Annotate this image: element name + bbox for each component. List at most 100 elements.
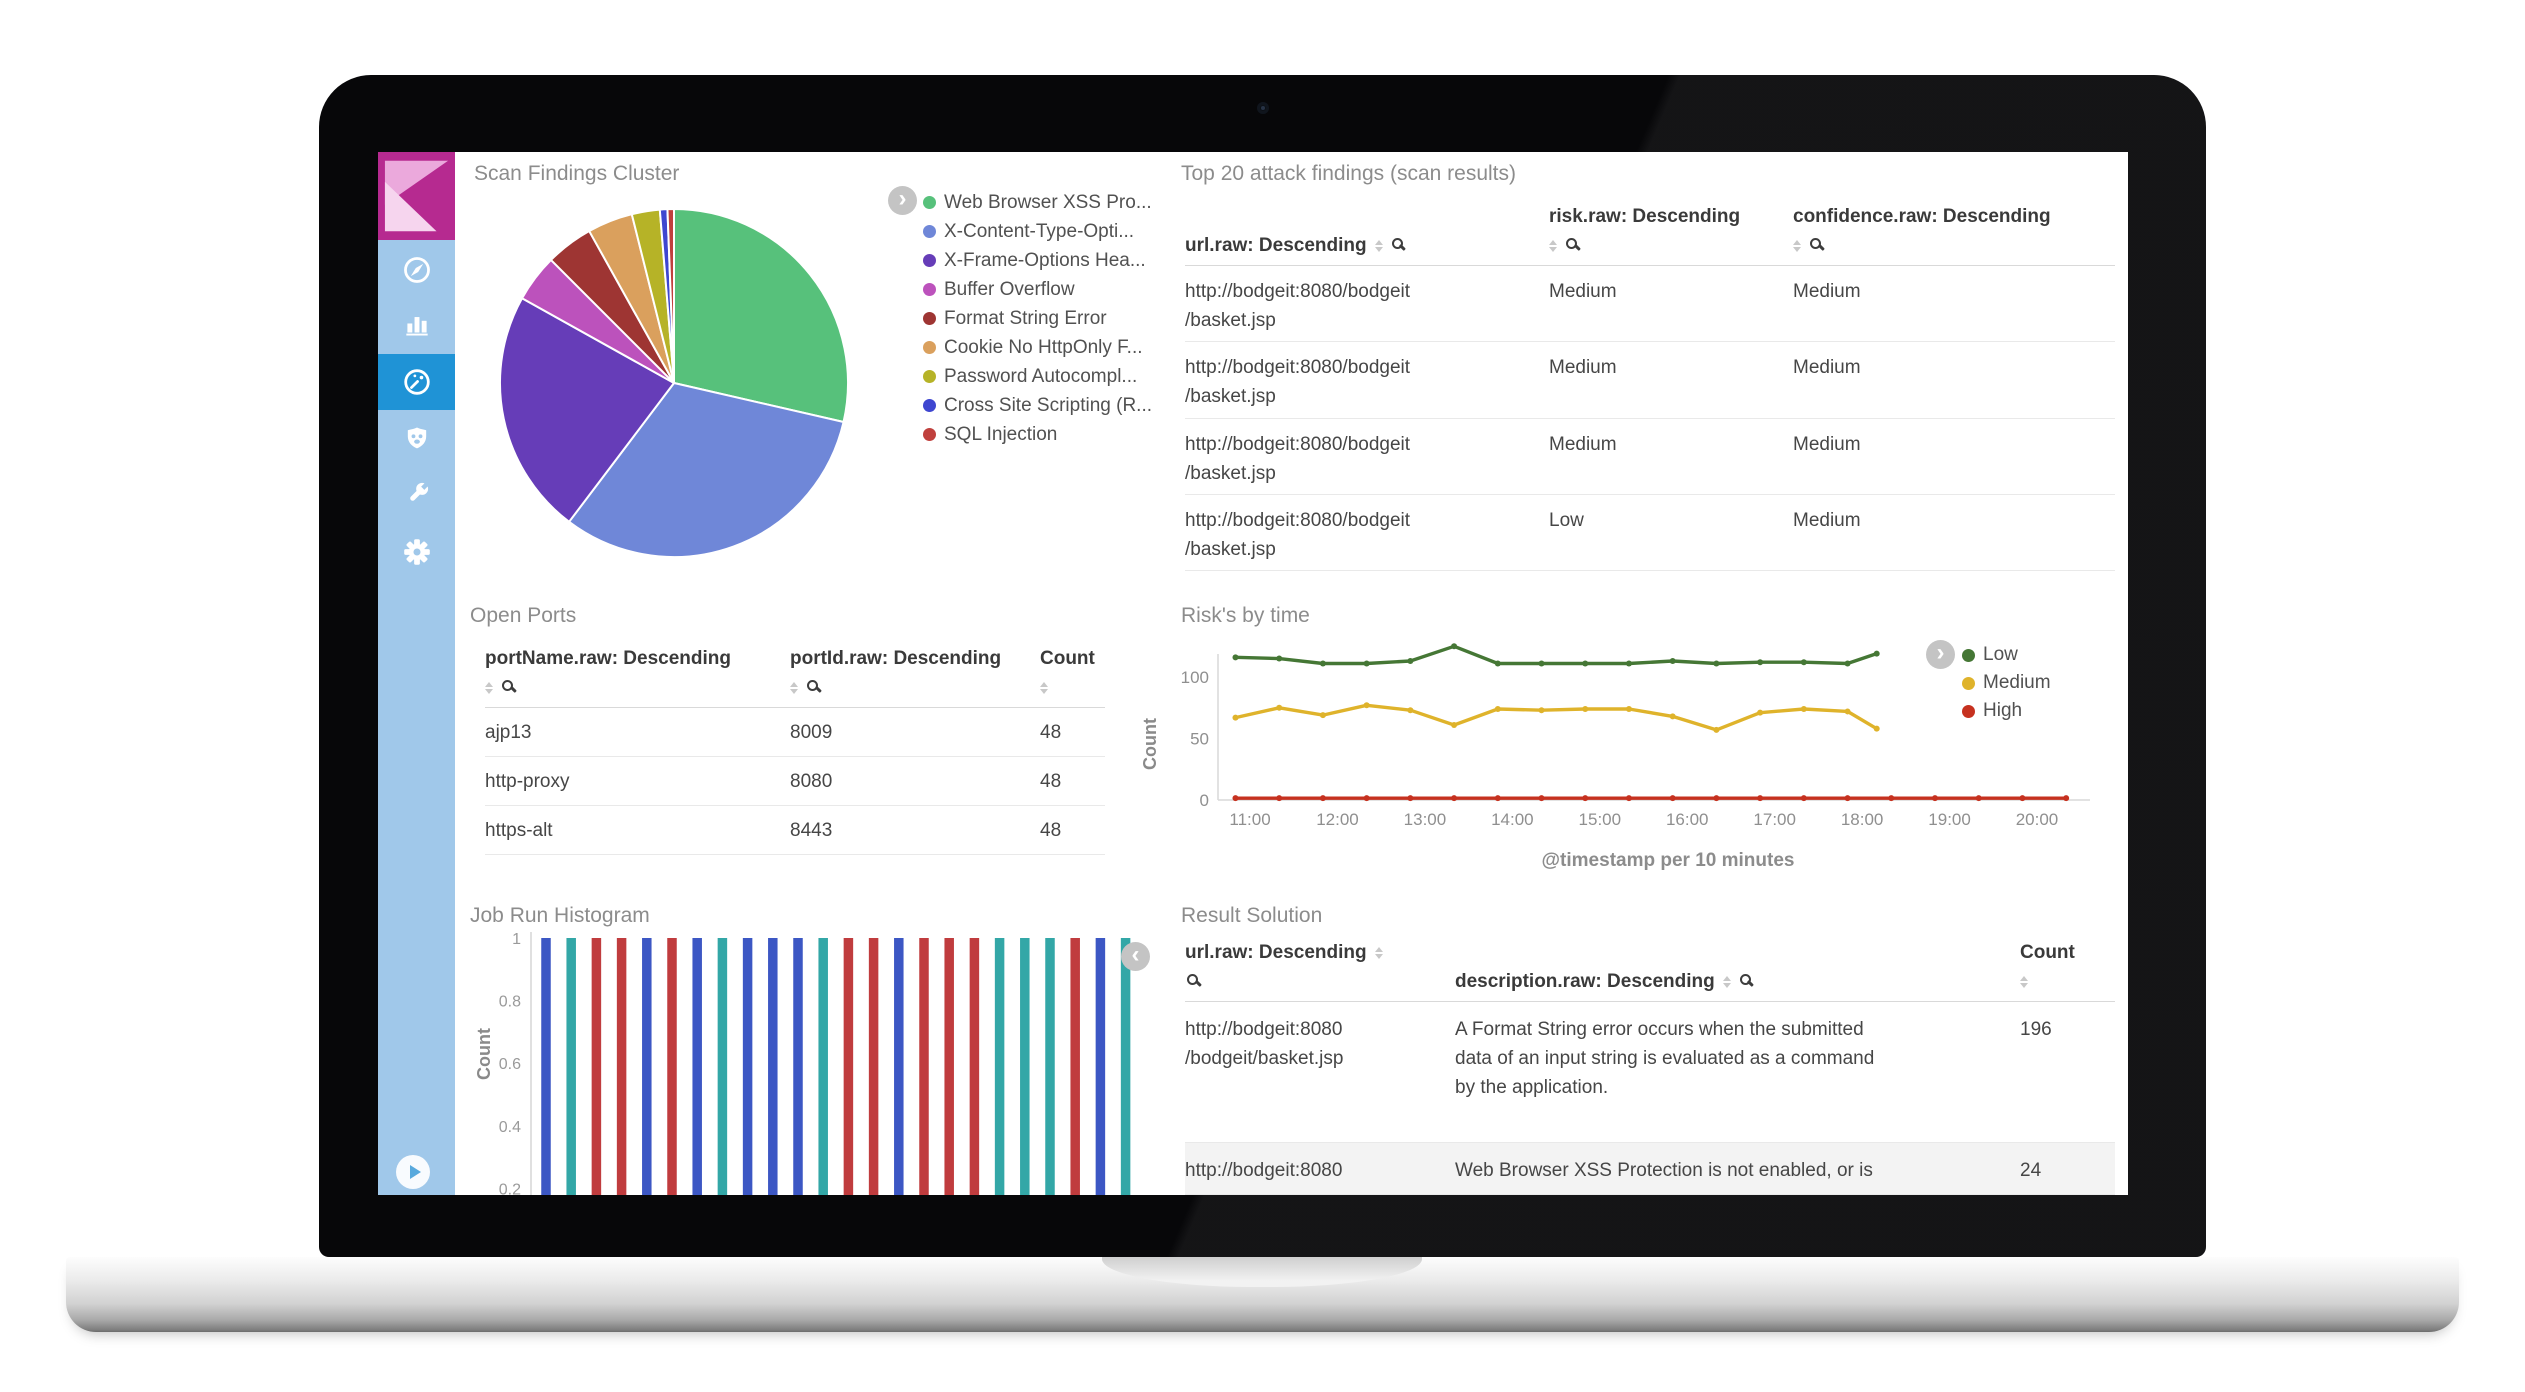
- legend-item[interactable]: Buffer Overflow: [923, 275, 1152, 304]
- legend-item[interactable]: Password Autocompl...: [923, 362, 1152, 391]
- risk-y-axis-label: Count: [1140, 718, 1160, 770]
- sidebar-collapse-button[interactable]: [396, 1155, 430, 1189]
- column-header-description[interactable]: description.raw: Descending: [1455, 969, 2020, 1002]
- job-run-histogram-chart[interactable]: 1 0.8 0.6 0.4 0.2: [473, 928, 1153, 1195]
- laptop-lid-notch: [1102, 1257, 1422, 1287]
- panel-title-result-solution: Result Solution: [1181, 904, 1323, 927]
- scan-findings-pie-chart[interactable]: [496, 205, 852, 561]
- risk-legend: Low Medium High: [1962, 641, 2051, 725]
- legend-dot: [923, 312, 936, 325]
- column-header-confidence[interactable]: confidence.raw: Descending: [1793, 204, 2115, 265]
- gear-icon: [401, 536, 433, 568]
- table-row: http://bodgeit:8080/bodgeit /basket.jsp …: [1185, 342, 2115, 419]
- search-icon[interactable]: [1810, 238, 1821, 250]
- kibana-logo[interactable]: [378, 152, 455, 240]
- sidebar-item-tools[interactable]: [378, 466, 455, 522]
- svg-text:19:00: 19:00: [1928, 810, 1971, 829]
- legend-item[interactable]: Cross Site Scripting (R...: [923, 391, 1152, 420]
- svg-text:17:00: 17:00: [1753, 810, 1796, 829]
- laptop-screen-bezel: Scan Findings Cluster Web Browser XSS Pr…: [319, 75, 2206, 1257]
- svg-text:0.4: 0.4: [499, 1119, 521, 1136]
- legend-dot: [1962, 648, 1975, 662]
- svg-text:15:00: 15:00: [1579, 810, 1622, 829]
- table-row: http://bodgeit:8080/bodgeit /basket.jsp …: [1185, 266, 2115, 343]
- search-icon[interactable]: [1566, 238, 1577, 250]
- play-circle-icon: [409, 1165, 421, 1179]
- column-header-count[interactable]: Count: [2020, 940, 2115, 1001]
- search-icon[interactable]: [1391, 238, 1403, 250]
- svg-text:14:00: 14:00: [1491, 810, 1534, 829]
- legend-collapse-chevron-icon[interactable]: [888, 186, 917, 215]
- sort-icon[interactable]: [790, 681, 798, 694]
- sidebar-item-settings[interactable]: [378, 524, 455, 580]
- column-header-portid[interactable]: portId.raw: Descending: [790, 646, 1040, 707]
- table-row: http://bodgeit:8080 Web Browser XSS Prot…: [1185, 1143, 2115, 1195]
- sort-icon[interactable]: [1040, 681, 1048, 694]
- kibana-dashboard: Scan Findings Cluster Web Browser XSS Pr…: [378, 152, 2128, 1195]
- wrench-icon: [401, 478, 433, 510]
- sort-icon[interactable]: [1374, 239, 1383, 252]
- legend-dot: [1962, 704, 1975, 718]
- top20-table: url.raw: Descending risk.raw: Descending…: [1185, 196, 2115, 571]
- pie-legend: Web Browser XSS Pro... X-Content-Type-Op…: [923, 188, 1152, 449]
- table-row: http-proxy 8080 48: [485, 757, 1105, 807]
- legend-item[interactable]: Medium: [1962, 669, 2051, 697]
- panel-collapse-chevron-icon[interactable]: [1121, 942, 1150, 971]
- legend-dot: [923, 196, 936, 209]
- svg-text:50: 50: [1190, 730, 1209, 749]
- legend-item[interactable]: X-Content-Type-Opti...: [923, 217, 1152, 246]
- sort-icon[interactable]: [485, 681, 493, 694]
- legend-item[interactable]: Format String Error: [923, 304, 1152, 333]
- search-icon[interactable]: [807, 680, 818, 692]
- dashboard-icon: [401, 366, 433, 398]
- sidebar-item-discover[interactable]: [378, 242, 455, 298]
- column-header-url[interactable]: url.raw: Descending: [1185, 940, 1455, 1001]
- svg-text:100: 100: [1181, 668, 1209, 687]
- sort-icon[interactable]: [1793, 239, 1801, 252]
- legend-item[interactable]: Web Browser XSS Pro...: [923, 188, 1152, 217]
- svg-text:18:00: 18:00: [1841, 810, 1884, 829]
- sidebar-item-visualize[interactable]: [378, 296, 455, 352]
- sidebar-item-security[interactable]: [378, 410, 455, 466]
- legend-item[interactable]: Low: [1962, 641, 2051, 669]
- table-row: https-alt 8443 48: [485, 806, 1105, 856]
- search-icon[interactable]: [1739, 974, 1751, 986]
- legend-item[interactable]: SQL Injection: [923, 420, 1152, 449]
- legend-item[interactable]: Cookie No HttpOnly F...: [923, 333, 1152, 362]
- sort-icon[interactable]: [1374, 946, 1383, 959]
- table-row: http://bodgeit:8080/bodgeit /basket.jsp …: [1185, 495, 2115, 571]
- search-icon[interactable]: [502, 680, 513, 692]
- table-row: http://bodgeit:8080/bodgeit /basket.jsp …: [1185, 419, 2115, 495]
- svg-text:0.6: 0.6: [499, 1056, 521, 1073]
- legend-collapse-chevron-icon[interactable]: [1926, 640, 1955, 669]
- table-row: http://bodgeit:8080 /bodgeit/basket.jsp …: [1185, 1002, 2115, 1144]
- column-header-url[interactable]: url.raw: Descending: [1185, 233, 1549, 266]
- table-row: ajp13 8009 48: [485, 708, 1105, 758]
- column-header-portname[interactable]: portName.raw: Descending: [485, 646, 790, 707]
- legend-dot: [923, 370, 936, 383]
- panel-title-risks-by-time: Risk's by time: [1181, 604, 1310, 627]
- sort-icon[interactable]: [1722, 975, 1731, 988]
- search-icon[interactable]: [1187, 974, 1198, 986]
- sidebar: [378, 152, 455, 1195]
- legend-dot: [923, 254, 936, 267]
- svg-text:20:00: 20:00: [2016, 810, 2059, 829]
- svg-text:11:00: 11:00: [1229, 810, 1270, 829]
- legend-item[interactable]: High: [1962, 697, 2051, 725]
- bar-chart-icon: [401, 308, 433, 340]
- sidebar-item-dashboard[interactable]: [378, 354, 455, 410]
- risks-by-time-line-chart[interactable]: 0 50 100 11:00 12:00 13:00 14:00 15:00 16:00 17:0…: [1168, 640, 2108, 880]
- sort-icon[interactable]: [2020, 975, 2028, 988]
- svg-text:13:00: 13:00: [1404, 810, 1447, 829]
- shield-icon: [401, 422, 433, 454]
- sort-icon[interactable]: [1549, 239, 1557, 252]
- svg-text:16:00: 16:00: [1666, 810, 1709, 829]
- column-header-count[interactable]: Count: [1040, 646, 1105, 707]
- legend-item[interactable]: X-Frame-Options Hea...: [923, 246, 1152, 275]
- compass-icon: [401, 254, 433, 286]
- column-header-risk[interactable]: risk.raw: Descending: [1549, 204, 1793, 265]
- result-solution-table: url.raw: Descending description.raw: Des…: [1185, 940, 2115, 1195]
- svg-text:0.8: 0.8: [499, 994, 521, 1011]
- svg-text:0.2: 0.2: [499, 1181, 521, 1195]
